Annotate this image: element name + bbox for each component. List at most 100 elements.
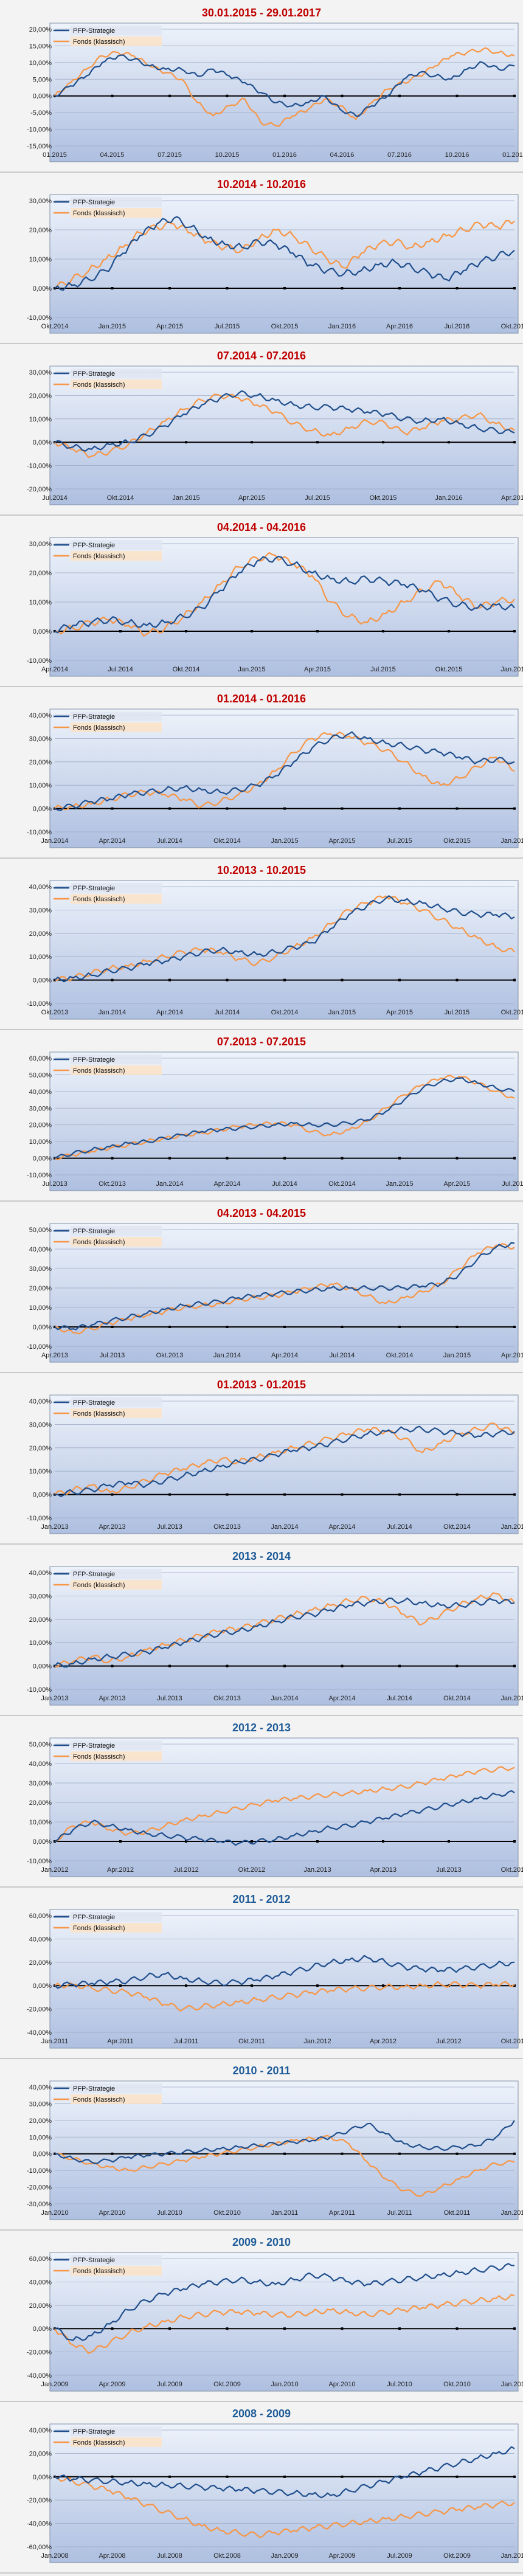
axis-marker xyxy=(283,2327,286,2330)
series-line-pfp-strategie xyxy=(54,2446,515,2499)
axis-marker xyxy=(513,1840,516,1843)
y-tick-label: 10,00% xyxy=(29,599,52,606)
panel-separator xyxy=(0,1715,523,1716)
x-tick-label: Okt.2010 xyxy=(213,2209,241,2217)
panel-separator xyxy=(0,2572,523,2574)
y-tick-label: 10,00% xyxy=(29,1819,52,1826)
x-tick-label: Jul.2015 xyxy=(305,494,330,502)
x-tick-label: Jul.2011 xyxy=(387,2209,412,2217)
x-tick-label: Apr.2009 xyxy=(328,2552,355,2560)
legend-label-bg xyxy=(71,1912,162,1922)
x-tick-label: Apr.2015 xyxy=(328,837,355,845)
axis-marker xyxy=(111,1157,114,1160)
y-tick-label: -15,00% xyxy=(27,143,52,150)
x-tick-label: Jan.2016 xyxy=(500,666,523,673)
series-line-pfp-strategie xyxy=(54,54,515,117)
line-chart: -10,00% 0,00% 10,00% 20,00% 30,00% 40,00% 50,0… xyxy=(27,1051,523,1191)
chart-title: 10.2013 - 10.2015 xyxy=(216,864,307,876)
axis-marker xyxy=(185,630,187,632)
axis-marker xyxy=(111,2152,114,2155)
panel-separator xyxy=(0,857,523,859)
axis-marker xyxy=(111,94,114,97)
axis-marker xyxy=(382,441,384,444)
line-chart: -40,00% -20,00% 0,00% 20,00% 40,00% 60,00% Jan… xyxy=(27,2252,523,2392)
x-tick-label: Okt.2011 xyxy=(238,2038,265,2045)
axis-marker xyxy=(398,1664,401,1667)
axis-marker xyxy=(283,978,286,982)
y-tick-label: 20,00% xyxy=(29,759,52,766)
y-tick-label: -10,00% xyxy=(27,1515,52,1522)
axis-marker xyxy=(283,287,286,289)
y-tick-label: 50,00% xyxy=(29,1227,52,1234)
legend: PFP-Strategie Fonds (klassisch) xyxy=(54,1569,162,1590)
series-line-pfp-strategie xyxy=(54,390,515,452)
x-tick-label: Jan.2015 xyxy=(271,837,298,845)
x-tick-label: Okt.2014 xyxy=(213,837,241,845)
x-tick-label: Jul.2013 xyxy=(157,1523,182,1531)
y-tick-label: 10,00% xyxy=(29,1468,52,1475)
y-tick-label: 0,00% xyxy=(33,93,52,100)
chart-title: 2010 - 2011 xyxy=(232,2065,291,2077)
x-tick-label: Jan.2010 xyxy=(271,2381,298,2388)
series-line-fonds-klassisch xyxy=(54,732,515,811)
y-tick-label: 30,00% xyxy=(29,1593,52,1600)
x-tick-label: Jan.2015 xyxy=(386,1180,413,1188)
x-tick-label: Jan.2011 xyxy=(271,2209,298,2217)
series-line-pfp-strategie xyxy=(54,895,515,983)
x-tick-label: Okt.2014 xyxy=(271,1009,299,1016)
x-tick-label: Jul.2015 xyxy=(502,1180,523,1188)
x-tick-label: Jul.2014 xyxy=(215,1009,240,1016)
axis-marker xyxy=(513,2475,516,2478)
chart-title: 04.2013 - 04.2015 xyxy=(216,1207,307,1219)
axis-marker xyxy=(316,441,319,444)
chart-title: 07.2013 - 07.2015 xyxy=(216,1036,307,1048)
x-tick-label: Jul.2014 xyxy=(272,1180,297,1188)
legend-label: Fonds (klassisch) xyxy=(73,1753,125,1761)
y-tick-label: 40,00% xyxy=(29,884,52,891)
y-tick-label: -60,00% xyxy=(27,2544,52,2551)
panel-separator xyxy=(0,1543,523,1545)
panel-separator xyxy=(0,1886,523,1888)
x-tick-label: Jan.2016 xyxy=(500,837,523,845)
chart-title: 2011 - 2012 xyxy=(232,1893,291,1905)
x-tick-label: Apr.2011 xyxy=(107,2038,133,2045)
legend-label: PFP-Strategie xyxy=(73,1056,115,1064)
legend-label-bg xyxy=(71,2255,162,2265)
y-tick-label: 40,00% xyxy=(29,2279,52,2286)
legend-label: Fonds (klassisch) xyxy=(73,1410,125,1418)
legend-label: PFP-Strategie xyxy=(73,1571,115,1578)
legend-label-bg xyxy=(71,2266,162,2276)
legend-label-bg xyxy=(71,894,162,904)
chart-panel: 07.2013 - 07.2015 -10,00% 0,00% 10,00% 20,00… xyxy=(0,1033,523,1204)
x-tick-label: Jul.2010 xyxy=(157,2209,182,2217)
panel-separator xyxy=(0,1200,523,1202)
chart-panel: 01.2014 - 01.2016 -10,00% 0,00% 10,00% 20,00… xyxy=(0,690,523,861)
x-tick-label: Jan.2015 xyxy=(172,494,199,502)
x-tick-label: Apr.2014 xyxy=(99,837,125,845)
legend: PFP-Strategie Fonds (klassisch) xyxy=(54,26,162,46)
legend: PFP-Strategie Fonds (klassisch) xyxy=(54,1054,162,1075)
legend-label: Fonds (klassisch) xyxy=(73,2096,125,2103)
axis-marker xyxy=(513,2152,516,2155)
legend-label: PFP-Strategie xyxy=(73,1228,115,1235)
y-tick-label: 30,00% xyxy=(29,369,52,376)
series-line-fonds-klassisch xyxy=(54,1981,515,2012)
axis-marker xyxy=(513,978,516,982)
panel-separator xyxy=(0,514,523,516)
x-tick-label: Apr.2010 xyxy=(328,2381,355,2388)
axis-marker xyxy=(283,1664,286,1667)
legend-label: Fonds (klassisch) xyxy=(73,2439,125,2446)
y-tick-label: 30,00% xyxy=(29,198,52,205)
axis-marker xyxy=(341,2475,344,2478)
axis-marker xyxy=(398,807,401,810)
y-tick-label: 0,00% xyxy=(33,1838,52,1846)
axis-marker xyxy=(513,1493,516,1496)
x-tick-label: Jan.2014 xyxy=(99,1009,126,1016)
legend: PFP-Strategie Fonds (klassisch) xyxy=(54,2255,162,2276)
legend-label: PFP-Strategie xyxy=(73,713,115,721)
y-tick-label: 40,00% xyxy=(29,1089,52,1096)
series-line-pfp-strategie xyxy=(54,216,515,291)
x-tick-label: Apr.2015 xyxy=(386,1009,413,1016)
x-tick-label: Jan.2011 xyxy=(501,2381,523,2388)
legend-label-bg xyxy=(71,540,162,550)
